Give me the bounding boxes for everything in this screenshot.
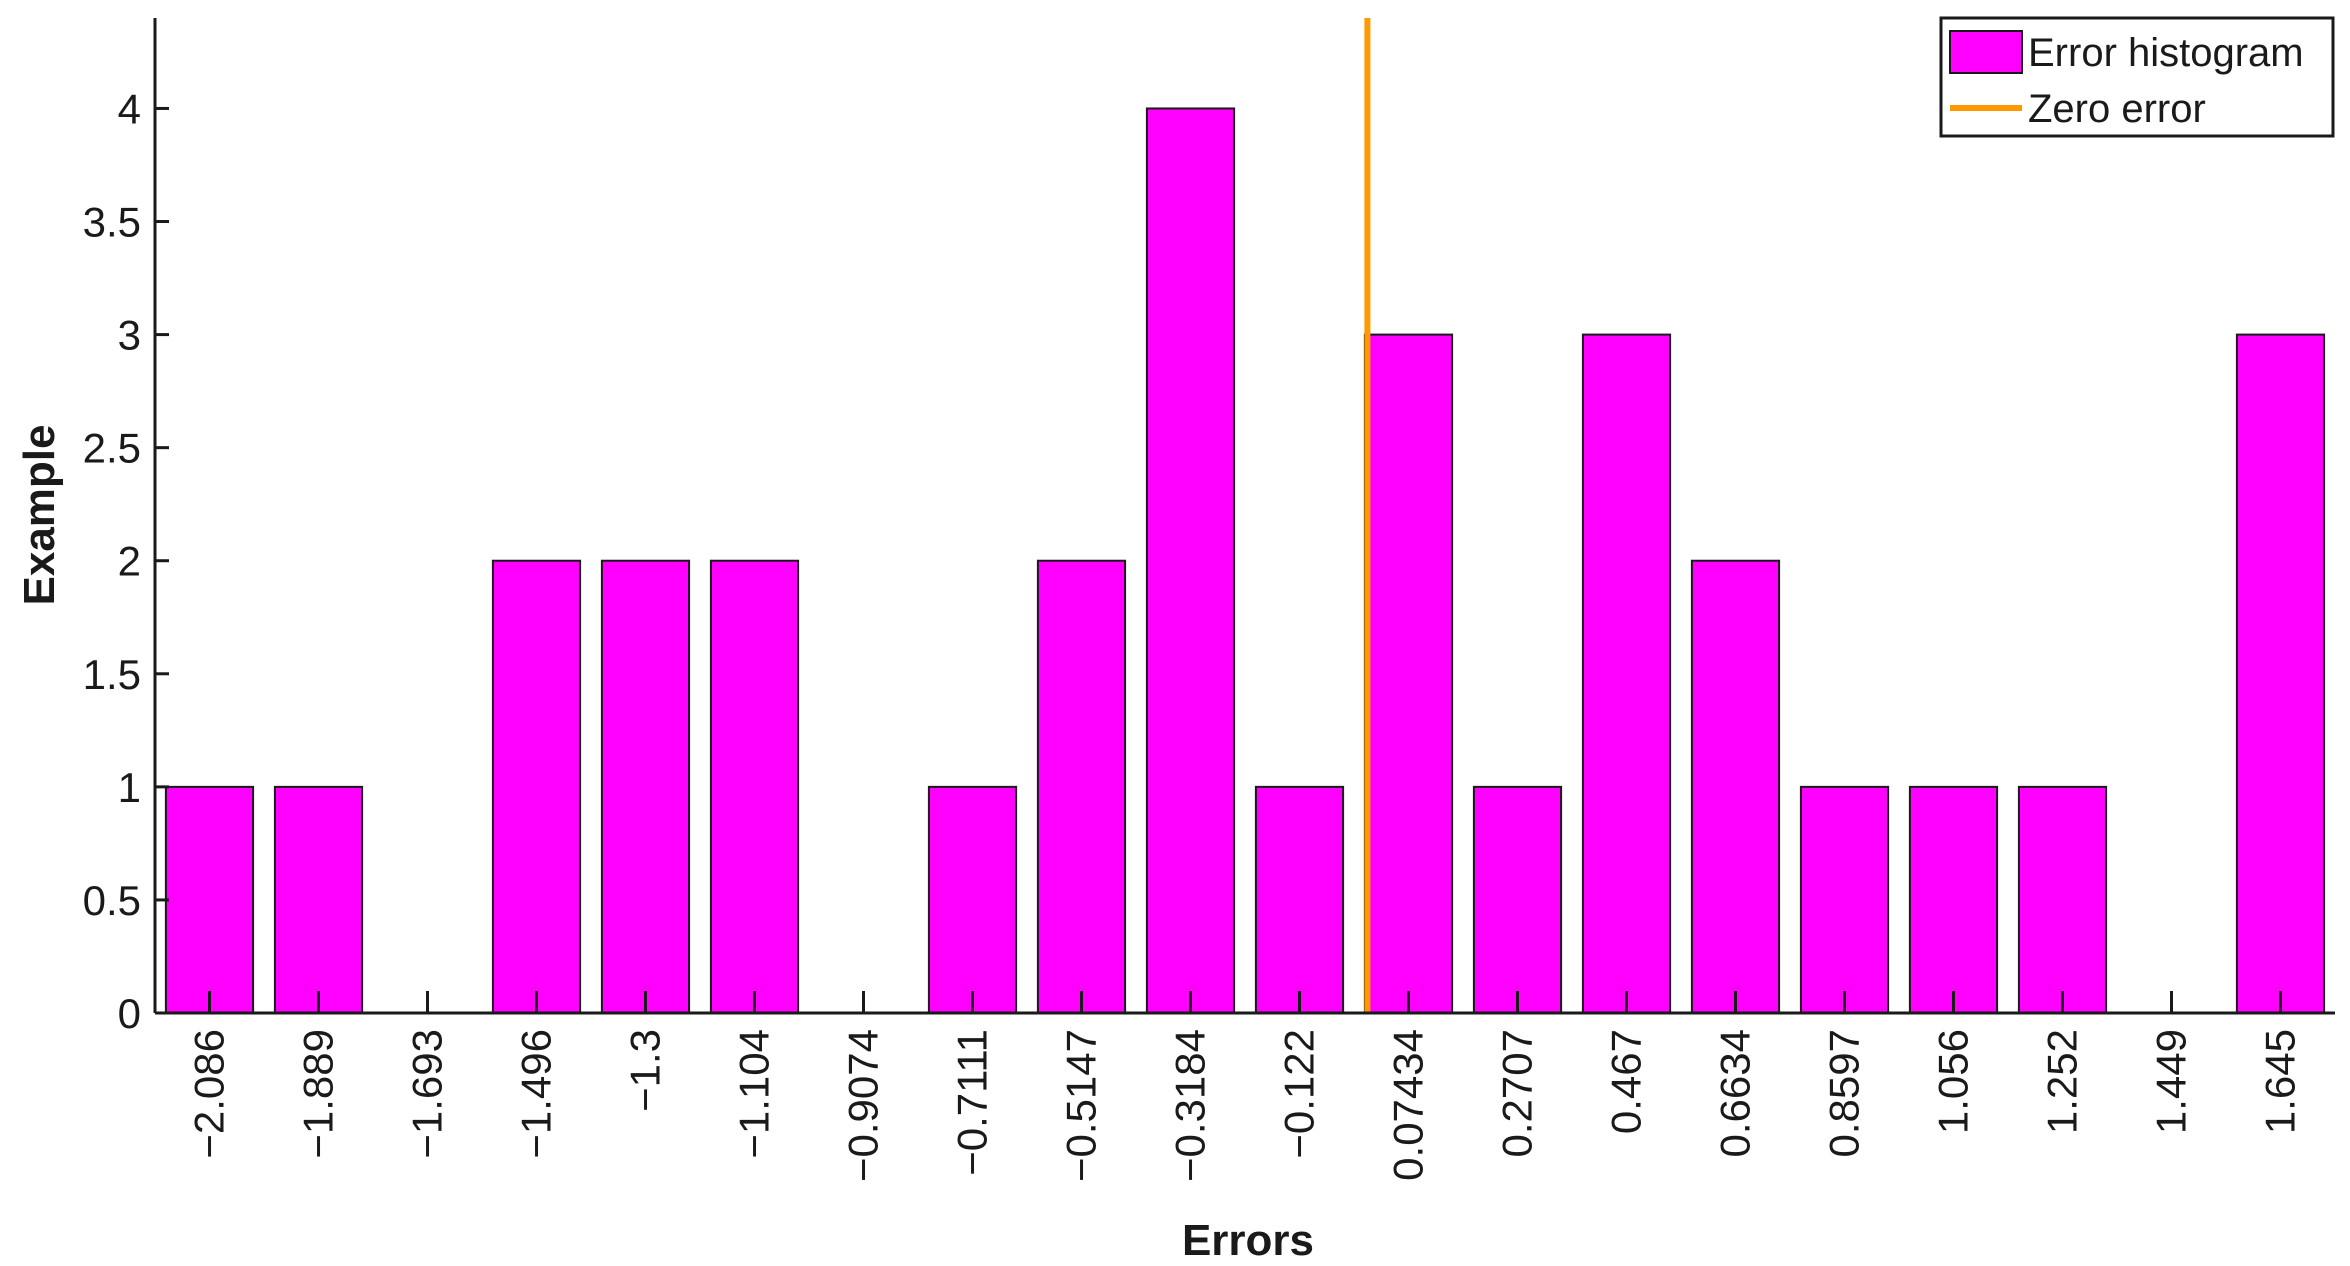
bar	[1472, 785, 1563, 1015]
x-tick-label: −0.122	[1276, 1029, 1323, 1159]
x-tick-label: −1.889	[295, 1029, 342, 1159]
x-tick-label: −1.3	[622, 1029, 669, 1112]
x-tick-label: −1.693	[404, 1029, 451, 1159]
bar	[273, 785, 364, 1015]
x-tick-label: −0.7111	[949, 1029, 996, 1176]
y-tick-label: 0.5	[83, 877, 141, 924]
y-tick-label: 4	[118, 85, 141, 132]
y-tick-label: 2	[118, 538, 141, 585]
bar	[1799, 785, 1890, 1015]
x-tick-label: −2.086	[186, 1029, 233, 1159]
bar	[164, 785, 255, 1015]
x-tick-label: 1.252	[2039, 1029, 2086, 1134]
axes-group	[153, 18, 2335, 1015]
legend: Error histogram Zero error	[1939, 16, 2335, 138]
y-tick-label: 1	[118, 764, 141, 811]
y-tick-label: 3.5	[83, 199, 141, 246]
bar	[2235, 333, 2326, 1015]
x-tick-label: −1.496	[513, 1029, 560, 1159]
bars-group	[164, 107, 2326, 1015]
x-tick-label: −0.9074	[840, 1029, 887, 1182]
legend-label-histogram: Error histogram	[2028, 31, 2304, 75]
x-tick-label: −1.104	[731, 1029, 778, 1159]
legend-label-zero-error: Zero error	[2028, 87, 2206, 131]
bar	[1690, 559, 1781, 1015]
bar	[1581, 333, 1672, 1015]
bar	[1908, 785, 1999, 1015]
bar	[491, 559, 582, 1015]
x-tick-label: 1.056	[1930, 1029, 1977, 1134]
y-tick-labels: 0 0.5 1 1.5 2 2.5 3 3.5 4	[83, 85, 141, 1037]
bar	[927, 785, 1018, 1015]
x-tick-label: 0.467	[1603, 1029, 1650, 1134]
bar	[1145, 107, 1236, 1015]
x-tick-label: 1.449	[2148, 1029, 2195, 1134]
y-tick-label: 1.5	[83, 651, 141, 698]
bar	[709, 559, 800, 1015]
x-tick-label: 0.6634	[1712, 1029, 1759, 1157]
x-tick-label: −0.3184	[1167, 1029, 1214, 1182]
bar	[1363, 333, 1454, 1015]
bar	[600, 559, 691, 1015]
x-tick-labels: −2.086 −1.889 −1.693 −1.496 −1.3 −1.104 −0.907…	[186, 1029, 2304, 1182]
y-tick-label: 2.5	[83, 425, 141, 472]
bar	[1254, 785, 1345, 1015]
bar	[2017, 785, 2108, 1015]
y-axis-title: Example	[15, 425, 64, 606]
bar	[1036, 559, 1127, 1015]
y-tick-label: 3	[118, 312, 141, 359]
x-tick-label: 1.645	[2257, 1029, 2304, 1134]
legend-swatch-histogram	[1949, 30, 2023, 74]
x-tick-label: 0.07434	[1385, 1029, 1432, 1181]
y-tick-label: 0	[118, 990, 141, 1037]
x-axis-title: Errors	[1182, 1216, 1314, 1265]
x-tick-label: 0.8597	[1821, 1029, 1868, 1157]
x-tick-label: −0.5147	[1058, 1029, 1105, 1182]
x-tick-label: 0.2707	[1494, 1029, 1541, 1157]
